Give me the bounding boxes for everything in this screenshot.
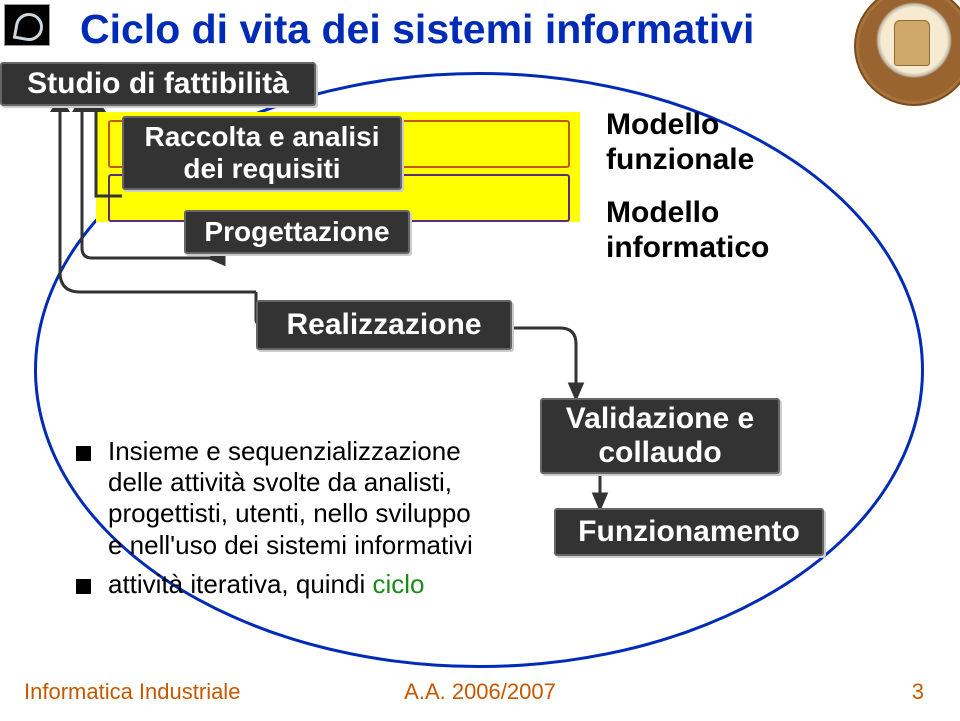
box-raccolta-analisi: Raccolta e analisidei requisiti	[122, 116, 402, 190]
box-label: Studio di fattibilità	[27, 67, 289, 101]
bullet-item: attività iterativa, quindi ciclo	[100, 569, 490, 600]
bullet-list: Insieme e sequenzializzazione delle atti…	[60, 436, 490, 608]
box-label: Realizzazione	[286, 308, 481, 342]
footer-mid: A.A. 2006/2007	[0, 679, 960, 705]
box-validazione-collaudo: Validazione ecollaudo	[540, 398, 780, 474]
logo-left-icon	[4, 4, 50, 46]
box-funzionamento: Funzionamento	[554, 508, 824, 556]
box-progettazione: Progettazione	[184, 210, 410, 254]
slide-title: Ciclo di vita dei sistemi informativi	[80, 6, 850, 53]
label-modello-funzionale: Modellofunzionale	[606, 108, 754, 177]
logo-right-icon	[854, 0, 960, 106]
box-label: Raccolta e analisidei requisiti	[144, 121, 379, 185]
box-label: Progettazione	[204, 216, 389, 248]
box-realizzazione: Realizzazione	[256, 300, 512, 350]
box-label: Funzionamento	[578, 515, 800, 549]
bullet-item: Insieme e sequenzializzazione delle atti…	[100, 436, 490, 561]
green-word: ciclo	[372, 569, 424, 599]
box-label: Validazione ecollaudo	[566, 402, 754, 470]
footer-right: 3	[912, 679, 924, 705]
box-studio-fattibilita: Studio di fattibilità	[0, 62, 316, 106]
label-modello-informatico: Modelloinformatico	[606, 196, 769, 265]
